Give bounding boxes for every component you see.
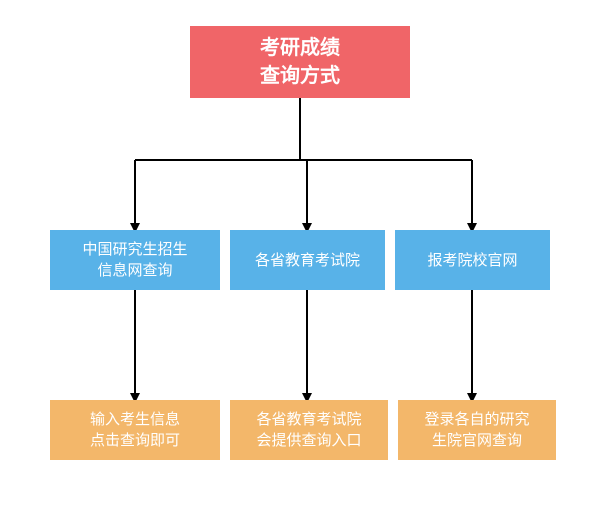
root-node: 考研成绩 查询方式 (190, 26, 410, 98)
root-line1: 考研成绩 (260, 34, 340, 62)
flowchart-diagram: 考研成绩 查询方式 中国研究生招生 信息网查询 各省教育考试院 报考院校官网 输… (0, 0, 600, 507)
mid-node-1: 各省教育考试院 (230, 230, 385, 290)
leaf-node-1: 各省教育考试院 会提供查询入口 (230, 400, 388, 460)
mid-0-line2: 信息网查询 (97, 260, 172, 281)
mid-2-line1: 报考院校官网 (427, 250, 517, 271)
leaf-2-line1: 登录各自的研究 (424, 409, 529, 430)
mid-1-line1: 各省教育考试院 (255, 250, 360, 271)
leaf-1-line2: 会提供查询入口 (256, 430, 361, 451)
leaf-0-line1: 输入考生信息 (90, 409, 180, 430)
leaf-node-0: 输入考生信息 点击查询即可 (50, 400, 220, 460)
leaf-0-line2: 点击查询即可 (90, 430, 180, 451)
mid-node-2: 报考院校官网 (395, 230, 550, 290)
leaf-node-2: 登录各自的研究 生院官网查询 (398, 400, 556, 460)
root-line2: 查询方式 (260, 62, 340, 90)
leaf-2-line2: 生院官网查询 (432, 430, 522, 451)
mid-node-0: 中国研究生招生 信息网查询 (50, 230, 220, 290)
leaf-1-line1: 各省教育考试院 (256, 409, 361, 430)
mid-0-line1: 中国研究生招生 (82, 239, 187, 260)
